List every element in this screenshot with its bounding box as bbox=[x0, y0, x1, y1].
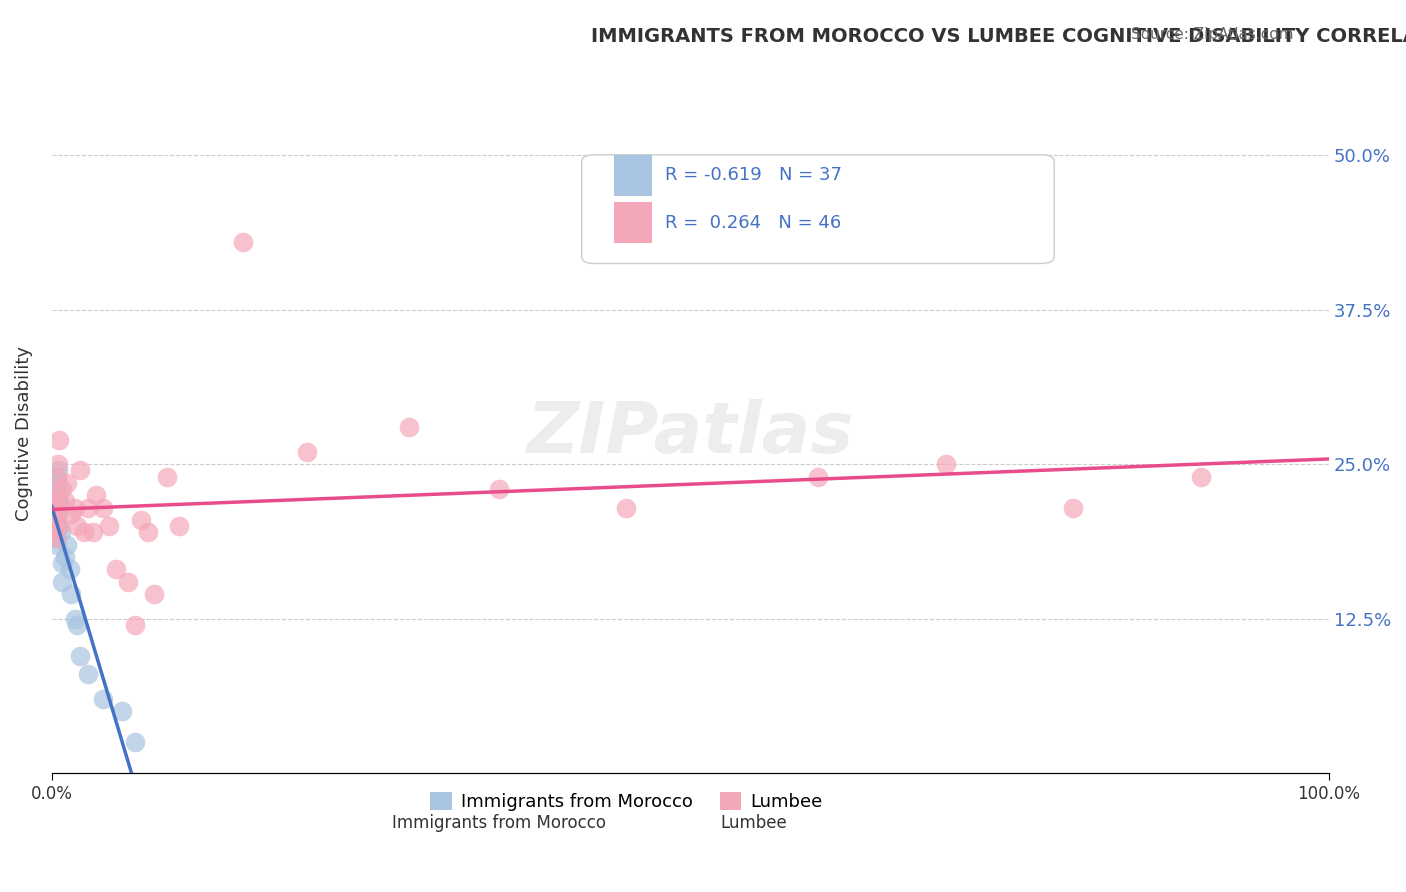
Point bbox=[49, 525, 72, 540]
Point bbox=[45, 532, 67, 546]
Point bbox=[45, 500, 67, 515]
Y-axis label: Cognitive Disability: Cognitive Disability bbox=[15, 346, 32, 521]
Point bbox=[46, 494, 69, 508]
FancyBboxPatch shape bbox=[582, 155, 1054, 263]
Point bbox=[398, 420, 420, 434]
Point bbox=[45, 469, 67, 483]
Point bbox=[45, 532, 67, 546]
Point bbox=[45, 513, 67, 527]
Point bbox=[44, 525, 66, 540]
Bar bbox=[613, 155, 652, 195]
Point bbox=[44, 519, 66, 533]
Text: IMMIGRANTS FROM MOROCCO VS LUMBEE COGNITIVE DISABILITY CORRELATION CHART: IMMIGRANTS FROM MOROCCO VS LUMBEE COGNIT… bbox=[591, 27, 1406, 45]
Point bbox=[616, 500, 638, 515]
Point bbox=[42, 525, 65, 540]
Point bbox=[42, 519, 65, 533]
Text: R =  0.264   N = 46: R = 0.264 N = 46 bbox=[665, 214, 841, 232]
Text: ZIPatlas: ZIPatlas bbox=[527, 399, 853, 468]
Point bbox=[44, 513, 66, 527]
Text: Lumbee: Lumbee bbox=[721, 814, 787, 832]
Point bbox=[45, 494, 67, 508]
Point bbox=[45, 494, 67, 508]
Point bbox=[142, 587, 165, 601]
Point bbox=[45, 475, 67, 490]
Point bbox=[45, 488, 67, 502]
Point bbox=[42, 507, 65, 521]
Point bbox=[66, 618, 89, 632]
Point bbox=[53, 549, 76, 564]
Point bbox=[111, 705, 134, 719]
Point bbox=[66, 519, 89, 533]
Point bbox=[59, 587, 82, 601]
Point bbox=[169, 519, 191, 533]
Point bbox=[156, 469, 179, 483]
Point bbox=[42, 519, 65, 533]
Point bbox=[45, 525, 67, 540]
Point bbox=[59, 562, 82, 576]
Point bbox=[42, 507, 65, 521]
Point bbox=[129, 513, 152, 527]
Point bbox=[73, 525, 96, 540]
Point bbox=[117, 574, 139, 589]
Point bbox=[76, 667, 98, 681]
Point bbox=[63, 500, 86, 515]
Point bbox=[56, 538, 79, 552]
Point bbox=[44, 507, 66, 521]
Point bbox=[124, 618, 146, 632]
Point bbox=[104, 562, 127, 576]
Legend: Immigrants from Morocco, Lumbee: Immigrants from Morocco, Lumbee bbox=[423, 785, 830, 819]
Point bbox=[42, 525, 65, 540]
Point bbox=[53, 494, 76, 508]
Point bbox=[44, 494, 66, 508]
Point bbox=[48, 519, 70, 533]
Point bbox=[44, 500, 66, 515]
Point bbox=[69, 463, 91, 477]
Point bbox=[69, 648, 91, 663]
Bar bbox=[613, 202, 652, 244]
Point bbox=[48, 482, 70, 496]
Point bbox=[46, 507, 69, 521]
Point bbox=[935, 457, 957, 471]
Point bbox=[56, 475, 79, 490]
Point bbox=[1062, 500, 1084, 515]
Point bbox=[807, 469, 830, 483]
Point bbox=[45, 519, 67, 533]
Point bbox=[48, 519, 70, 533]
Point bbox=[45, 500, 67, 515]
Point bbox=[44, 507, 66, 521]
Point bbox=[45, 469, 67, 483]
Point bbox=[82, 525, 104, 540]
Point bbox=[76, 500, 98, 515]
Point bbox=[48, 494, 70, 508]
Point bbox=[295, 445, 318, 459]
Point bbox=[98, 519, 121, 533]
Point bbox=[48, 433, 70, 447]
Text: R = -0.619   N = 37: R = -0.619 N = 37 bbox=[665, 166, 842, 184]
Point bbox=[124, 735, 146, 749]
Point bbox=[46, 463, 69, 477]
Point bbox=[86, 488, 108, 502]
Point bbox=[46, 457, 69, 471]
Point bbox=[91, 692, 114, 706]
Point bbox=[51, 556, 73, 570]
Point bbox=[91, 500, 114, 515]
Point bbox=[45, 507, 67, 521]
Point bbox=[51, 482, 73, 496]
Text: Immigrants from Morocco: Immigrants from Morocco bbox=[392, 814, 606, 832]
Point bbox=[1189, 469, 1212, 483]
Point bbox=[51, 574, 73, 589]
Point bbox=[45, 538, 67, 552]
Point bbox=[45, 488, 67, 502]
Point bbox=[59, 507, 82, 521]
Point bbox=[136, 525, 159, 540]
Point bbox=[488, 482, 510, 496]
Point bbox=[232, 235, 254, 249]
Text: Source: ZipAtlas.com: Source: ZipAtlas.com bbox=[1130, 27, 1294, 42]
Point bbox=[45, 519, 67, 533]
Point bbox=[63, 612, 86, 626]
